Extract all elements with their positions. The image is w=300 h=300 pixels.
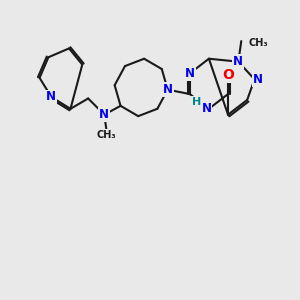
Text: N: N [185, 67, 195, 80]
Text: N: N [46, 91, 56, 103]
Text: H: H [192, 97, 201, 107]
Text: O: O [222, 68, 234, 82]
Text: N: N [253, 73, 262, 86]
Text: N: N [233, 55, 243, 68]
Text: N: N [163, 83, 173, 96]
Text: CH₃: CH₃ [96, 130, 116, 140]
Text: CH₃: CH₃ [249, 38, 268, 47]
Text: N: N [99, 108, 110, 121]
Text: N: N [202, 102, 212, 115]
